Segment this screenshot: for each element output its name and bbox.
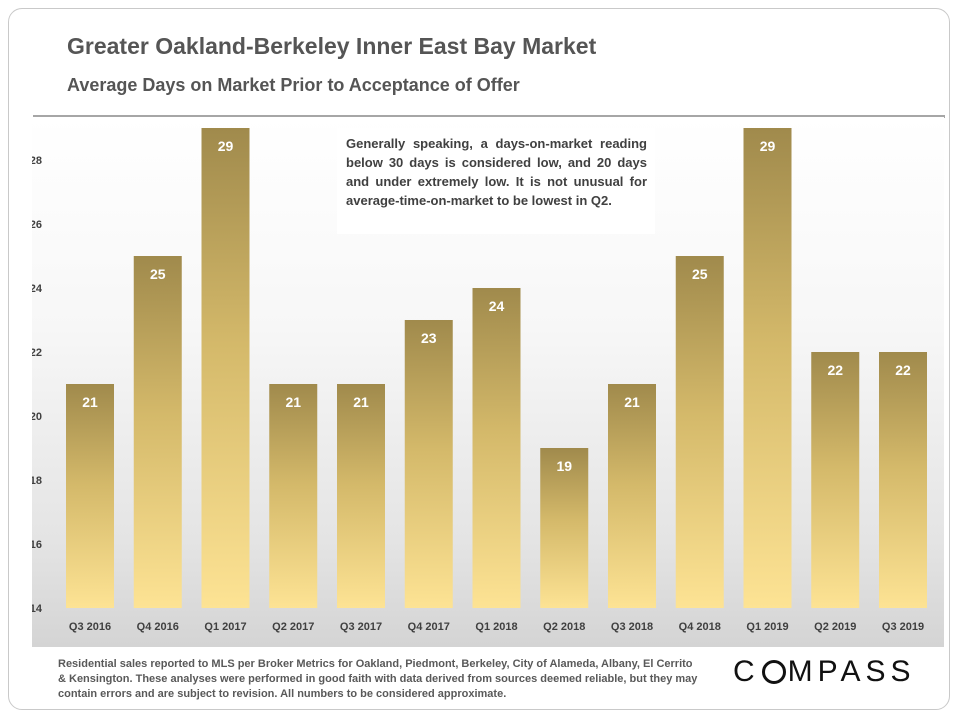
bar-q1-2017 xyxy=(201,128,250,608)
y-tick-label: 14 xyxy=(32,603,43,615)
data-label: 21 xyxy=(82,394,98,410)
page-subtitle: Average Days on Market Prior to Acceptan… xyxy=(67,75,520,95)
y-tick-label: 28 xyxy=(32,155,42,167)
y-tick-label: 26 xyxy=(32,219,42,231)
footer-disclaimer: Residential sales reported to MLS per Br… xyxy=(58,658,698,700)
bar-q2-2018 xyxy=(540,448,589,608)
x-tick-label: Q3 2019 xyxy=(882,621,924,633)
data-label: 21 xyxy=(624,394,640,410)
bar-q3-2019 xyxy=(879,352,927,608)
data-label: 19 xyxy=(556,458,572,474)
bar-q4-2017 xyxy=(404,320,453,608)
bar-q4-2018 xyxy=(675,256,724,608)
bar-chart: 21 25 29 21 21 23 24 19 21 25 29 22 22 14 16 18 20 22 24 2… xyxy=(32,128,927,633)
bar-q3-2016 xyxy=(66,384,114,608)
bar-q4-2016 xyxy=(133,256,182,608)
bar-q1-2018 xyxy=(472,288,521,608)
bar-q3-2018 xyxy=(608,384,656,608)
x-tick-label: Q1 2017 xyxy=(204,621,246,633)
chart-annotation: Generally speaking, a days-on-market rea… xyxy=(337,128,655,234)
x-tick-label: Q2 2019 xyxy=(814,621,856,633)
data-label: 29 xyxy=(760,138,776,154)
bar-q1-2019 xyxy=(743,128,792,608)
y-tick-label: 24 xyxy=(32,283,43,295)
data-label: 24 xyxy=(489,298,505,314)
page-title: Greater Oakland-Berkeley Inner East Bay … xyxy=(67,33,597,59)
y-tick-label: 16 xyxy=(32,539,42,551)
bar-q3-2017 xyxy=(337,384,385,608)
data-label: 25 xyxy=(692,266,708,282)
y-tick-label: 20 xyxy=(32,411,42,423)
bar-q2-2017 xyxy=(269,384,318,608)
x-tick-label: Q2 2018 xyxy=(543,621,585,633)
x-tick-label: Q4 2016 xyxy=(137,621,179,633)
x-tick-label: Q1 2019 xyxy=(746,621,788,633)
logo-circle-icon xyxy=(761,660,786,684)
title-divider xyxy=(33,115,945,118)
y-tick-label: 18 xyxy=(32,475,42,487)
x-tick-label: Q2 2017 xyxy=(272,621,314,633)
x-tick-label: Q3 2017 xyxy=(340,621,382,633)
data-label: 29 xyxy=(218,138,234,154)
data-label: 21 xyxy=(353,394,369,410)
data-label: 22 xyxy=(827,362,843,378)
y-tick-label: 22 xyxy=(32,347,42,359)
data-label: 25 xyxy=(150,266,166,282)
bar-q2-2019 xyxy=(811,352,860,608)
data-label: 21 xyxy=(285,394,301,410)
data-label: 22 xyxy=(895,362,911,378)
x-tick-label: Q4 2018 xyxy=(679,621,721,633)
x-tick-label: Q3 2016 xyxy=(69,621,111,633)
compass-logo: C MPASS xyxy=(733,655,916,688)
x-tick-label: Q3 2018 xyxy=(611,621,653,633)
data-label: 23 xyxy=(421,330,437,346)
x-tick-label: Q4 2017 xyxy=(408,621,450,633)
x-tick-label: Q1 2018 xyxy=(475,621,517,633)
plot-area: 21 25 29 21 21 23 24 19 21 25 29 22 22 14 16 18 20 22 24 2… xyxy=(32,117,944,647)
